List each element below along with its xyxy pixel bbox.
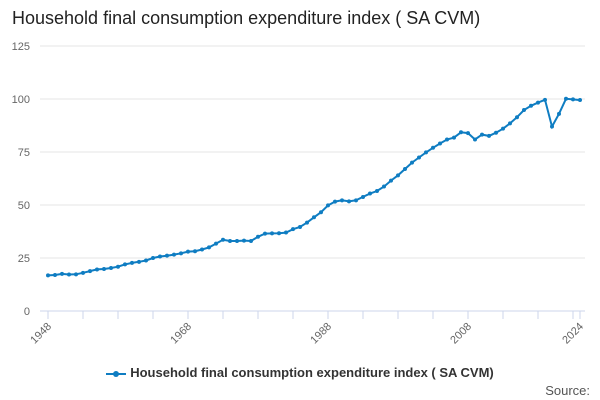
data-point xyxy=(403,166,407,171)
data-point xyxy=(354,198,358,203)
data-point xyxy=(389,178,393,183)
data-point xyxy=(193,249,197,254)
data-point xyxy=(165,253,169,258)
data-point xyxy=(144,258,148,263)
data-point xyxy=(375,189,379,194)
data-point xyxy=(445,137,449,142)
data-point xyxy=(151,256,155,260)
data-point xyxy=(277,231,281,236)
data-point xyxy=(158,254,162,259)
data-point xyxy=(410,160,414,165)
data-point xyxy=(501,126,505,131)
data-point xyxy=(382,184,386,189)
y-tick-label: 100 xyxy=(12,94,30,106)
data-point xyxy=(60,271,64,276)
series-line xyxy=(47,97,581,277)
data-point xyxy=(46,273,50,278)
data-point xyxy=(74,272,78,277)
data-point xyxy=(515,115,519,120)
data-point xyxy=(473,137,477,142)
data-point xyxy=(452,135,456,140)
data-point xyxy=(207,245,211,250)
data-point xyxy=(179,251,183,256)
data-point xyxy=(186,249,190,254)
data-point xyxy=(494,130,498,135)
data-point xyxy=(123,262,127,267)
data-point xyxy=(284,230,288,235)
x-tick-label: 2008 xyxy=(448,321,474,347)
data-point xyxy=(424,150,428,155)
data-point xyxy=(508,121,512,126)
data-point xyxy=(431,145,435,150)
data-point xyxy=(326,203,330,208)
data-point xyxy=(270,231,274,236)
data-point xyxy=(88,269,92,274)
data-point xyxy=(571,97,575,102)
data-point xyxy=(536,100,540,105)
legend-swatch xyxy=(106,370,127,377)
data-point xyxy=(116,264,120,269)
y-tick-label: 125 xyxy=(12,41,30,53)
data-point xyxy=(256,234,260,239)
legend[interactable]: Household final consumption expenditure … xyxy=(0,365,600,380)
data-point xyxy=(53,272,57,277)
data-point xyxy=(67,272,71,277)
y-tick-label: 75 xyxy=(18,147,30,159)
x-tick-label: 1968 xyxy=(168,321,194,347)
x-tick-label: 1988 xyxy=(308,321,334,347)
data-point xyxy=(466,131,470,136)
data-point xyxy=(480,132,484,137)
data-point xyxy=(417,155,421,160)
data-point xyxy=(291,227,295,232)
data-point xyxy=(81,270,85,275)
data-point xyxy=(396,173,400,178)
data-point xyxy=(242,238,246,243)
legend-label: Household final consumption expenditure … xyxy=(130,365,494,380)
data-point xyxy=(305,220,309,225)
data-point xyxy=(172,252,176,257)
y-tick-label: 25 xyxy=(18,253,30,265)
data-point xyxy=(221,237,225,242)
data-point xyxy=(214,241,218,246)
data-point xyxy=(312,215,316,220)
data-point xyxy=(109,265,113,270)
data-point xyxy=(578,98,582,103)
data-point xyxy=(298,225,302,230)
data-point xyxy=(347,199,351,204)
x-tick-label: 1948 xyxy=(28,321,54,347)
data-point xyxy=(200,247,204,252)
data-point xyxy=(438,141,442,146)
data-point xyxy=(95,267,99,272)
data-point xyxy=(529,103,533,108)
y-tick-label: 0 xyxy=(24,306,30,318)
source-label: Source: xyxy=(545,383,590,398)
data-point xyxy=(340,198,344,203)
data-point xyxy=(543,97,547,102)
data-point xyxy=(368,191,372,196)
data-point xyxy=(235,239,239,244)
data-point xyxy=(228,239,232,244)
data-point xyxy=(564,96,568,101)
chart-title: Household final consumption expenditure … xyxy=(12,8,481,28)
data-point xyxy=(361,194,365,199)
data-point xyxy=(102,267,106,272)
data-point xyxy=(487,133,491,138)
data-point xyxy=(557,111,561,116)
data-point xyxy=(522,108,526,113)
y-tick-label: 50 xyxy=(18,200,30,212)
data-point xyxy=(550,124,554,129)
data-point xyxy=(333,199,337,204)
data-point xyxy=(263,231,267,236)
data-point xyxy=(319,210,323,215)
data-point xyxy=(459,130,463,135)
data-point xyxy=(249,239,253,244)
data-point xyxy=(130,260,134,265)
x-tick-label: 2024 xyxy=(560,321,586,347)
data-point xyxy=(137,259,141,264)
